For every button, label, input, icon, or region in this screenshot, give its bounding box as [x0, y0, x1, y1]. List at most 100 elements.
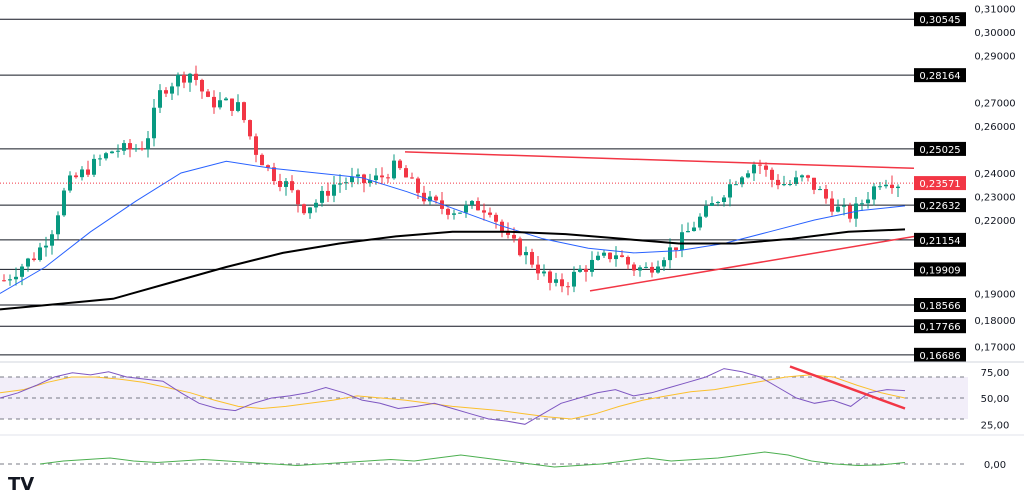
candle-body	[518, 238, 522, 256]
level-label-bg	[914, 68, 966, 83]
resistance-line	[404, 151, 915, 170]
candle-body	[308, 207, 312, 214]
candle-body	[50, 234, 54, 246]
price-tick: 0,22000	[974, 216, 1015, 227]
level-label-bg	[914, 319, 966, 334]
level-label: 0,28164	[914, 68, 966, 83]
candle-body	[488, 212, 492, 215]
candle-body	[884, 184, 888, 187]
candle-body	[14, 276, 18, 280]
ma200-line	[0, 228, 906, 311]
candle-body	[632, 264, 636, 271]
candle-body	[320, 190, 324, 203]
candle-body	[758, 164, 762, 166]
candle-body	[182, 74, 186, 83]
candle-body	[176, 74, 180, 87]
candle-body	[350, 176, 354, 183]
candle-body	[464, 205, 468, 213]
candle-body	[164, 90, 168, 94]
candle-body	[302, 204, 306, 214]
candle-body	[38, 247, 42, 261]
candle-body	[8, 279, 12, 281]
level-label-bg	[914, 347, 966, 362]
candle-body	[896, 186, 900, 189]
candle-body	[26, 258, 30, 267]
candle-body	[734, 184, 738, 186]
level-label: 0,16686	[914, 347, 966, 362]
current-price-bg	[914, 176, 966, 191]
candle-body	[188, 73, 192, 83]
candle-body	[392, 160, 396, 179]
candle-body	[524, 252, 528, 256]
rsi-tick: 50,00	[981, 394, 1010, 405]
candle-body	[446, 208, 450, 215]
candle-body	[782, 184, 786, 186]
candle-body	[134, 148, 138, 150]
candle-body	[512, 234, 516, 239]
price-tick: 0,31000	[974, 5, 1015, 16]
candle-body	[638, 267, 642, 271]
candle-body	[458, 212, 462, 214]
candle-body	[842, 205, 846, 207]
candle-body	[650, 266, 654, 273]
candle-body	[296, 190, 300, 205]
price-tick: 0,24000	[974, 169, 1015, 180]
candle-body	[602, 252, 606, 256]
candle-body	[338, 183, 342, 185]
candle-body	[680, 232, 684, 251]
candle-body	[374, 175, 378, 181]
candle-body	[716, 201, 720, 204]
candle-body	[686, 231, 690, 233]
candle-body	[890, 184, 894, 189]
candle-body	[422, 192, 426, 202]
level-label: 0,22632	[914, 198, 966, 213]
candle-body	[158, 90, 162, 108]
support-trendline	[589, 235, 915, 292]
level-label: 0,18566	[914, 298, 966, 313]
candle-body	[212, 96, 216, 108]
candle-body	[20, 266, 24, 277]
candle-body	[692, 227, 696, 232]
candle-body	[224, 98, 228, 101]
candle-body	[608, 252, 612, 260]
level-label-bg	[914, 141, 966, 156]
level-label-bg	[914, 262, 966, 277]
candle-body	[368, 180, 372, 184]
candle-body	[44, 245, 48, 248]
candle-body	[578, 268, 582, 272]
candle-body	[2, 280, 6, 282]
candle-body	[146, 138, 150, 150]
candle-body	[788, 183, 792, 185]
price-tick: 0,17000	[974, 343, 1015, 354]
candle-body	[644, 266, 648, 268]
candle-body	[92, 158, 96, 175]
candle-body	[194, 73, 198, 80]
candle-body	[62, 190, 66, 216]
candle-body	[428, 196, 432, 202]
current-price-label: 0,23571	[919, 179, 960, 190]
candle-body	[812, 177, 816, 190]
candle-body	[356, 174, 360, 177]
candle-body	[98, 158, 102, 160]
level-label-text: 0,17766	[919, 322, 960, 333]
candle-body	[56, 215, 60, 235]
price-tick: 0,23000	[974, 193, 1015, 204]
candle-body	[776, 179, 780, 186]
level-label: 0,25025	[914, 141, 966, 156]
candle-body	[254, 136, 258, 155]
candle-body	[386, 177, 390, 179]
candle-body	[866, 199, 870, 204]
candle-body	[236, 102, 240, 111]
level-label-bg	[914, 12, 966, 27]
candle-body	[794, 177, 798, 184]
candle-body	[416, 178, 420, 193]
candle-body	[800, 175, 804, 178]
candle-body	[398, 160, 402, 169]
level-label-text: 0,25025	[919, 145, 960, 156]
candle-body	[704, 205, 708, 217]
candle-body	[272, 167, 276, 182]
candle-body	[560, 279, 564, 287]
candle-body	[104, 153, 108, 159]
